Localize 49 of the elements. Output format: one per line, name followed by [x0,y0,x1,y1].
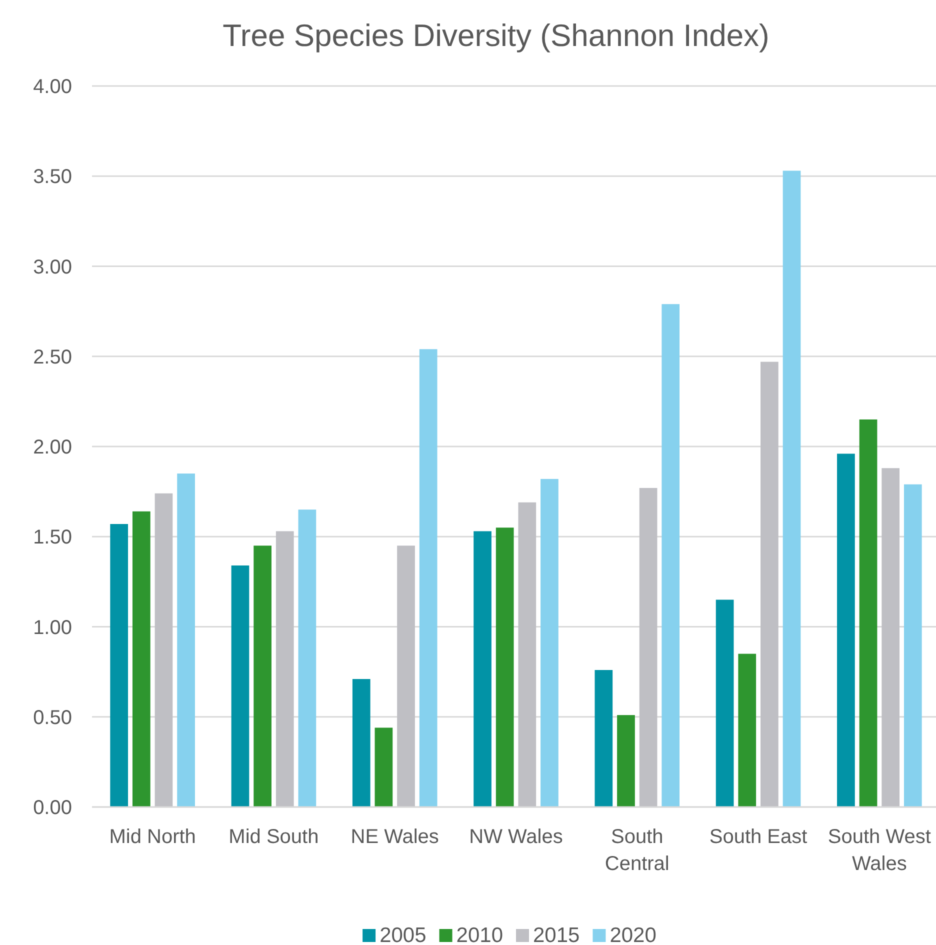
bar [594,670,613,807]
bar [716,600,734,807]
bar [837,454,855,807]
y-tick-label: 0.00 [33,797,72,819]
bar [760,362,778,807]
x-tick-label: South Central [604,826,670,875]
bar [474,531,492,807]
y-tick-label: 1.50 [33,526,72,549]
x-tick-label: Mid South [228,826,319,848]
legend-label: 2020 [610,924,656,945]
x-tick-label: South West Wales [828,826,932,875]
bar [352,679,370,807]
bar [617,715,635,807]
y-tick-label: 2.00 [33,436,72,458]
y-tick-label: 3.50 [33,166,72,188]
bar [397,546,415,807]
y-tick-label: 2.50 [33,346,72,368]
bar [662,304,680,807]
legend-label: 2015 [533,924,580,945]
bar [496,528,514,807]
bar [419,349,438,807]
bar [276,531,294,807]
bar [154,493,173,807]
bar [904,484,922,807]
bar [177,474,195,807]
x-tick-label: Mid North [109,826,196,848]
bar [639,488,658,807]
bar [540,478,558,807]
bar [518,502,536,807]
bar [132,511,150,807]
legend-label: 2005 [380,924,426,945]
x-tick-label: NW Wales [469,826,563,848]
x-tick-label: South East [709,826,808,848]
bar [110,524,128,807]
bar [859,419,878,807]
bar [782,170,801,807]
chart-title: Tree Species Diversity (Shannon Index) [222,18,770,53]
bar [738,654,756,807]
y-tick-label: 4.00 [33,76,72,98]
bar [374,728,393,807]
legend-label: 2010 [456,924,503,945]
bar [231,565,250,807]
x-tick-label: NE Wales [350,826,439,848]
y-tick-label: 0.50 [33,706,72,729]
bar [254,546,272,807]
bar [882,468,900,807]
bar [298,510,316,807]
y-tick-label: 3.00 [33,256,72,278]
y-tick-label: 1.00 [33,616,72,639]
